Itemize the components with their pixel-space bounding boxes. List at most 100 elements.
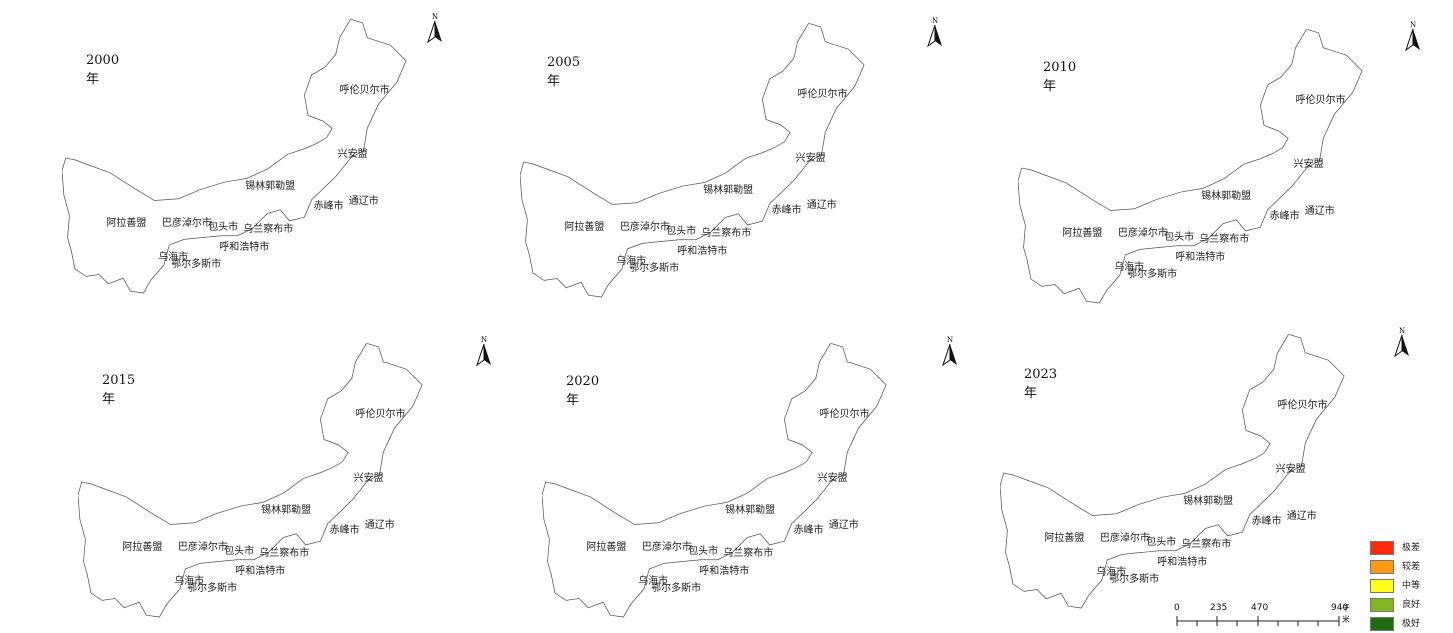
- legend-label: 中等: [1402, 581, 1421, 591]
- city-label-chifeng: 赤峰市: [1269, 211, 1300, 223]
- city-label-hohhot: 呼和浩特市: [219, 242, 270, 254]
- city-label-tongliao: 通辽市: [1304, 205, 1335, 217]
- city-label-bayannur: 巴彦淖尔市: [641, 542, 692, 553]
- city-label-wuhai: 乌海市: [174, 575, 205, 587]
- city-label-hohhot: 呼和浩特市: [677, 246, 728, 258]
- city-label-tongliao: 通辽市: [364, 519, 395, 531]
- city-label-bayannur: 巴彦淖尔市: [177, 542, 228, 553]
- city-label-wuhai: 乌海市: [1114, 261, 1145, 273]
- city-label-xinganmeng: 兴安盟: [337, 148, 368, 160]
- city-label-ordos: 鄂尔多斯市: [187, 583, 238, 595]
- city-label-alxa: 阿拉善盟: [1044, 533, 1085, 544]
- city-label-hohhot: 呼和浩特市: [699, 566, 750, 578]
- scale-tick-label: 235: [1210, 603, 1228, 613]
- legend-swatch: [1370, 541, 1394, 555]
- city-label-ordos: 鄂尔多斯市: [651, 583, 702, 595]
- city-label-alxa: 阿拉善盟: [1062, 228, 1103, 239]
- city-label-hulunbuir: 呼伦贝尔市: [1295, 95, 1346, 107]
- city-label-alxa: 阿拉善盟: [564, 222, 605, 233]
- city-label-alxa: 阿拉善盟: [106, 218, 147, 229]
- north-label: N: [1410, 21, 1416, 29]
- region-map: [1018, 28, 1388, 308]
- city-label-bayannur: 巴彦淖尔市: [1117, 228, 1168, 239]
- city-label-xilingol: 锡林郭勒盟: [245, 180, 296, 192]
- north-label: N: [1399, 327, 1405, 335]
- legend-label: 极好: [1402, 619, 1421, 629]
- city-label-wuhai: 乌海市: [1096, 566, 1127, 578]
- scale-bar: 0 235 470 940 千米: [1174, 603, 1350, 629]
- city-label-wuhai: 乌海市: [616, 255, 647, 267]
- city-label-tongliao: 通辽市: [806, 199, 837, 211]
- city-label-ulanqab: 乌兰察布市: [1181, 538, 1232, 550]
- city-label-ulanqab: 乌兰察布市: [723, 547, 774, 559]
- legend-swatch: [1370, 579, 1394, 593]
- year-label: 2015年: [102, 373, 136, 407]
- city-label-xinganmeng: 兴安盟: [1293, 158, 1324, 170]
- city-label-ordos: 鄂尔多斯市: [629, 263, 680, 275]
- legend-item: 较差: [1370, 560, 1450, 574]
- city-label-xinganmeng: 兴安盟: [817, 472, 848, 484]
- city-label-hulunbuir: 呼伦贝尔市: [339, 85, 390, 97]
- city-label-baotou: 包头市: [1164, 231, 1195, 243]
- north-label: N: [932, 17, 938, 25]
- city-label-hohhot: 呼和浩特市: [1175, 252, 1226, 264]
- city-label-bayannur: 巴彦淖尔市: [1099, 533, 1150, 544]
- city-label-alxa: 阿拉善盟: [586, 542, 627, 553]
- year-label: 2005年: [547, 55, 581, 89]
- city-label-ulanqab: 乌兰察布市: [701, 227, 752, 239]
- scale-bar-graphic: [1176, 616, 1340, 626]
- year-label: 2010年: [1043, 60, 1077, 94]
- year-label: 2023年: [1024, 367, 1058, 401]
- legend-item: 良好: [1370, 598, 1450, 612]
- scale-tick-label: 470: [1251, 603, 1269, 613]
- city-label-chifeng: 赤峰市: [1251, 516, 1282, 528]
- city-label-hulunbuir: 呼伦贝尔市: [797, 89, 848, 101]
- city-label-hohhot: 呼和浩特市: [235, 566, 286, 578]
- city-label-ordos: 鄂尔多斯市: [171, 259, 222, 271]
- city-label-wuhai: 乌海市: [638, 575, 669, 587]
- city-label-chifeng: 赤峰市: [313, 201, 344, 213]
- north-arrow-icon: N: [1392, 326, 1412, 364]
- city-label-baotou: 包头市: [666, 225, 697, 237]
- city-label-tongliao: 通辽市: [1286, 510, 1317, 522]
- scale-tick-label: 0: [1174, 603, 1180, 613]
- north-label: N: [481, 336, 487, 344]
- region-map: [62, 18, 432, 298]
- year-label: 2020年: [566, 374, 600, 408]
- city-label-chifeng: 赤峰市: [329, 525, 360, 537]
- city-label-baotou: 包头市: [1146, 536, 1177, 548]
- region-map: [520, 22, 890, 302]
- city-label-xilingol: 锡林郭勒盟: [703, 184, 754, 196]
- legend-item: 极差: [1370, 541, 1450, 555]
- city-label-baotou: 包头市: [224, 545, 255, 557]
- city-label-ulanqab: 乌兰察布市: [1199, 233, 1250, 245]
- legend-item: 极好: [1370, 617, 1450, 631]
- year-label: 2000年: [86, 53, 120, 87]
- scale-tick-label: 940: [1331, 603, 1349, 613]
- city-label-ulanqab: 乌兰察布市: [259, 547, 310, 559]
- city-label-xilingol: 锡林郭勒盟: [1183, 495, 1234, 507]
- city-label-ordos: 鄂尔多斯市: [1127, 269, 1178, 281]
- city-label-hulunbuir: 呼伦贝尔市: [355, 409, 406, 421]
- north-label: N: [432, 13, 438, 21]
- north-arrow-icon: N: [1403, 20, 1423, 58]
- city-label-chifeng: 赤峰市: [771, 205, 802, 217]
- city-label-bayannur: 巴彦淖尔市: [161, 218, 212, 229]
- city-label-chifeng: 赤峰市: [793, 525, 824, 537]
- legend-label: 极差: [1402, 543, 1421, 553]
- legend-swatch: [1370, 617, 1394, 631]
- city-label-ulanqab: 乌兰察布市: [243, 223, 294, 235]
- north-arrow-icon: N: [940, 335, 960, 373]
- city-label-xilingol: 锡林郭勒盟: [261, 504, 312, 516]
- region-map: [78, 342, 448, 622]
- legend-label: 较差: [1402, 562, 1421, 572]
- city-label-wuhai: 乌海市: [158, 251, 189, 263]
- legend-label: 良好: [1402, 600, 1421, 610]
- city-label-xilingol: 锡林郭勒盟: [1201, 190, 1252, 202]
- legend-item: 中等: [1370, 579, 1450, 593]
- city-label-xinganmeng: 兴安盟: [1275, 463, 1306, 475]
- region-map: [542, 342, 912, 622]
- city-label-xinganmeng: 兴安盟: [353, 472, 384, 484]
- city-label-hulunbuir: 呼伦贝尔市: [1277, 400, 1328, 412]
- city-label-tongliao: 通辽市: [348, 195, 379, 207]
